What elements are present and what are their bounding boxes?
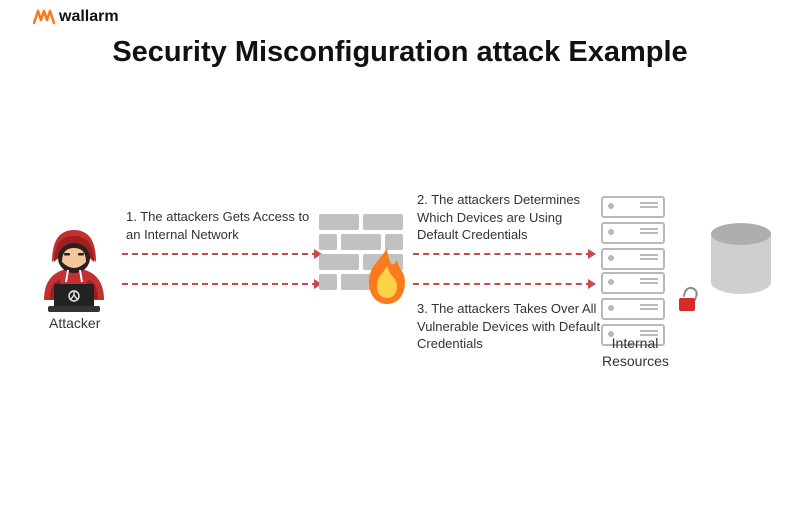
brand-name: wallarm xyxy=(59,8,119,26)
lock-icon xyxy=(678,289,696,311)
arrow-1-top xyxy=(122,253,318,255)
arrow-1-bottom xyxy=(122,283,318,285)
server-stack-top xyxy=(601,196,665,274)
flame-icon xyxy=(359,246,415,308)
firewall-icon xyxy=(317,212,407,300)
step-2-label: 2. The attackers Determines Which Device… xyxy=(417,191,607,244)
attacker-label: Attacker xyxy=(49,315,100,331)
step-3-label: 3. The attackers Takes Over All Vulnerab… xyxy=(417,300,607,353)
arrow-2-top xyxy=(413,253,592,255)
wallarm-logo-icon xyxy=(33,9,55,25)
arrow-2-top-head xyxy=(588,249,596,259)
arrow-2-bottom-head xyxy=(588,279,596,289)
attacker-icon xyxy=(24,222,124,312)
step-1-label: 1. The attackers Gets Access to an Inter… xyxy=(126,208,316,243)
page-title: Security Misconfiguration attack Example xyxy=(0,36,800,69)
arrow-2-bottom xyxy=(413,283,592,285)
brand-logo: wallarm xyxy=(33,8,119,26)
database-icon xyxy=(711,223,771,301)
internal-resources-label: Internal Resources xyxy=(602,335,668,370)
